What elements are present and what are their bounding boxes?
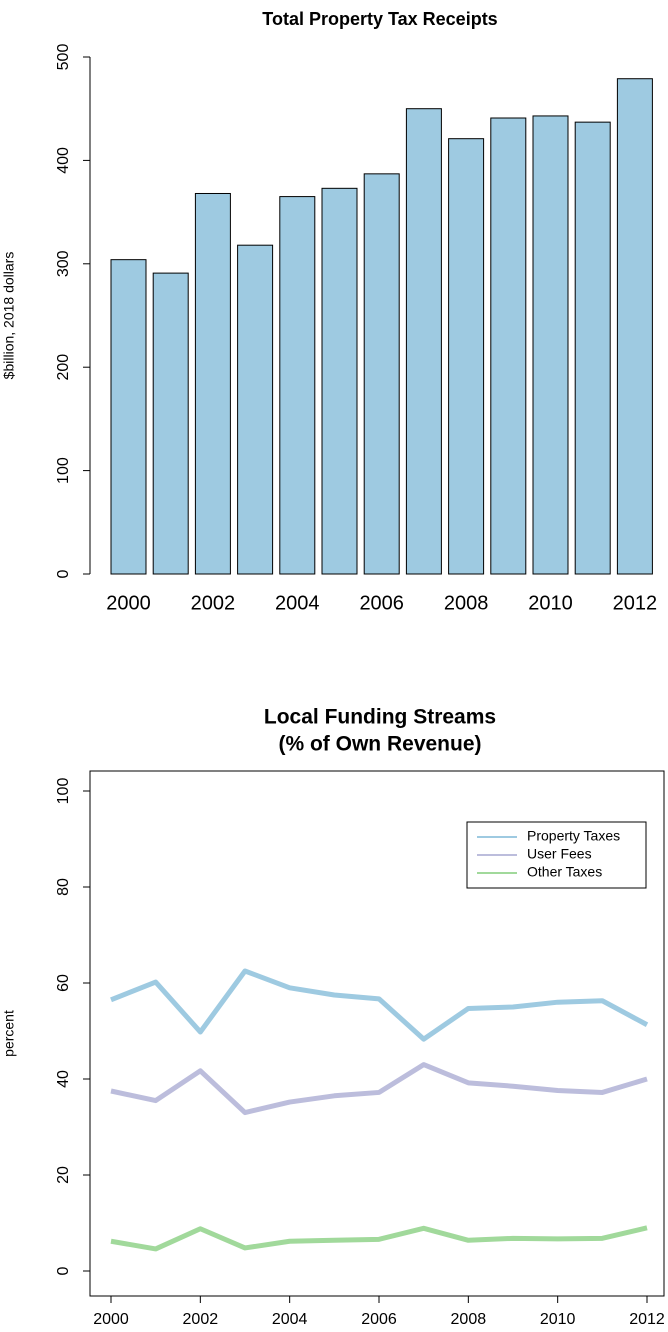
legend-label: User Fees [527, 846, 592, 862]
y-tick-label: 0 [55, 1266, 72, 1275]
chart-title: (% of Own Revenue) [278, 733, 481, 756]
bar [448, 138, 485, 575]
y-tick-label: 0 [55, 569, 72, 578]
y-tick-label: 200 [55, 354, 72, 381]
y-axis-label: percent [1, 1010, 17, 1057]
bar [110, 259, 147, 575]
y-tick-label: 60 [55, 974, 72, 992]
bar [321, 187, 358, 575]
bar [490, 117, 527, 575]
x-tick-label: 2000 [93, 1311, 129, 1328]
y-tick-label: 80 [55, 878, 72, 896]
x-tick-label: 2002 [191, 592, 236, 614]
y-tick-label: 100 [55, 778, 72, 805]
bar [532, 115, 569, 575]
x-tick-label: 2004 [275, 592, 320, 614]
bar [194, 192, 231, 575]
x-tick-label: 2012 [629, 1311, 665, 1328]
series-line [110, 1225, 648, 1252]
x-tick-label: 2012 [613, 592, 658, 614]
bar [237, 244, 274, 575]
series-line [110, 968, 649, 1042]
x-tick-label: 2000 [106, 592, 151, 614]
bar [279, 196, 316, 575]
bar [152, 272, 189, 575]
bar [616, 78, 653, 575]
bar [405, 108, 442, 575]
x-tick-label: 2006 [359, 592, 404, 614]
series-line [110, 1062, 648, 1116]
x-tick-label: 2006 [361, 1311, 397, 1328]
x-tick-label: 2004 [272, 1311, 308, 1328]
x-tick-label: 2008 [444, 592, 489, 614]
legend-label: Other Taxes [527, 864, 602, 880]
x-tick-label: 2002 [183, 1311, 219, 1328]
x-tick-label: 2008 [451, 1311, 487, 1328]
x-tick-label: 2010 [528, 592, 573, 614]
bar [574, 121, 611, 575]
legend-label: Property Taxes [527, 828, 620, 844]
y-axis-label: $billion, 2018 dollars [1, 252, 17, 380]
y-tick-label: 100 [55, 457, 72, 484]
x-tick-label: 2010 [540, 1311, 576, 1328]
y-tick-label: 40 [55, 1070, 72, 1088]
y-tick-label: 500 [55, 44, 72, 71]
y-tick-label: 400 [55, 147, 72, 174]
chart-title: Total Property Tax Receipts [262, 9, 497, 29]
y-tick-label: 300 [55, 250, 72, 277]
chart-title: Local Funding Streams [264, 706, 496, 729]
bar [363, 173, 400, 575]
y-tick-label: 20 [55, 1166, 72, 1184]
